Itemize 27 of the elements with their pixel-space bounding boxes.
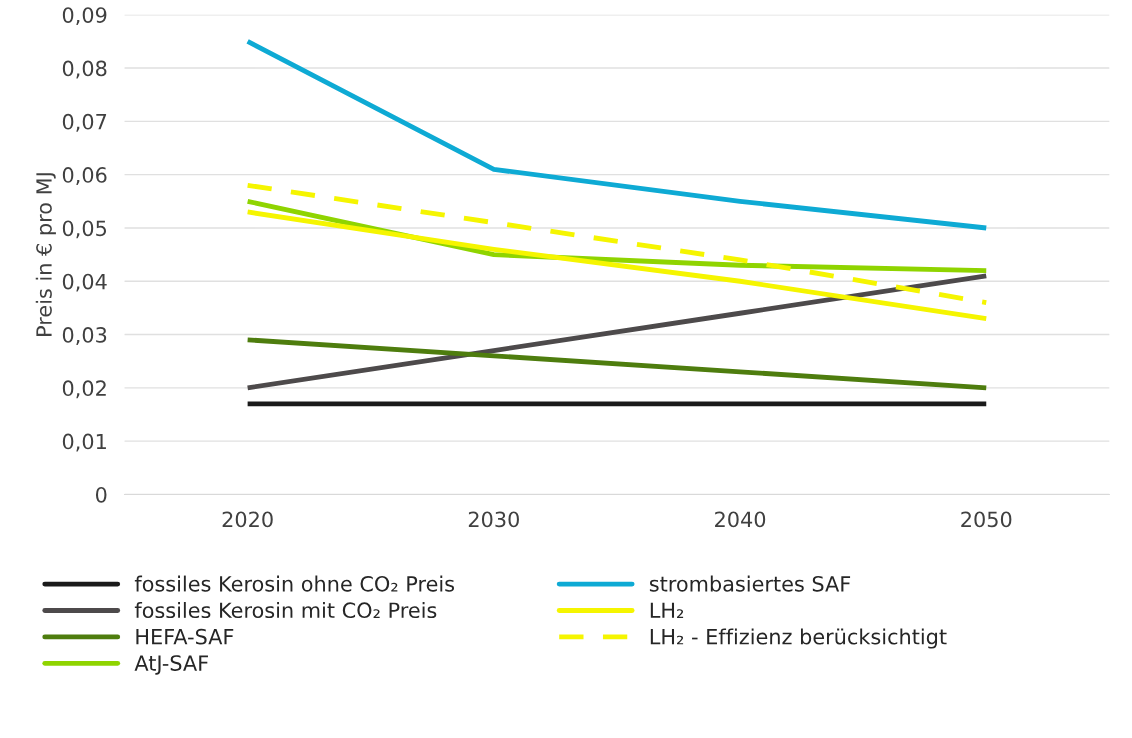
legend-label: HEFA-SAF: [136, 628, 234, 645]
y-tick-label: 0,04: [62, 273, 107, 292]
y-tick-label: 0,01: [62, 433, 106, 452]
line-series: [245, 209, 989, 321]
legend-label: fossiles Kerosin mit CO₂ Preis: [134, 601, 437, 619]
x-tick-label: 2050: [961, 511, 1012, 528]
line-series: [245, 38, 989, 231]
y-tick-label: 0,08: [62, 60, 107, 79]
legend-label: LH₂ - Effizienz berücksichtigt: [650, 628, 947, 649]
x-tick-label: 2040: [715, 511, 766, 528]
y-tick-label: 0,07: [62, 113, 107, 132]
legend-label: AtJ-SAF: [134, 655, 208, 675]
legend-label: strombasiertes SAF: [649, 575, 851, 592]
y-tick-label: 0,05: [62, 220, 107, 239]
x-tick-label: 2020: [222, 511, 273, 528]
legend-label: LH₂: [650, 602, 684, 618]
x-tick-label: 2030: [468, 511, 519, 528]
legend-label: fossiles Kerosin ohne CO₂ Preis: [134, 575, 455, 592]
line-series: [245, 337, 989, 391]
y-tick-label: 0,09: [62, 7, 107, 26]
line-series: [245, 182, 989, 306]
y-tick-label: 0,02: [62, 380, 106, 399]
y-axis-title: Preis in € pro MJ: [35, 173, 56, 336]
y-tick-label: 0,03: [62, 327, 107, 345]
y-tick-label: 0: [95, 486, 107, 503]
line-series: [245, 273, 989, 391]
y-tick-label: 0,06: [62, 167, 107, 185]
